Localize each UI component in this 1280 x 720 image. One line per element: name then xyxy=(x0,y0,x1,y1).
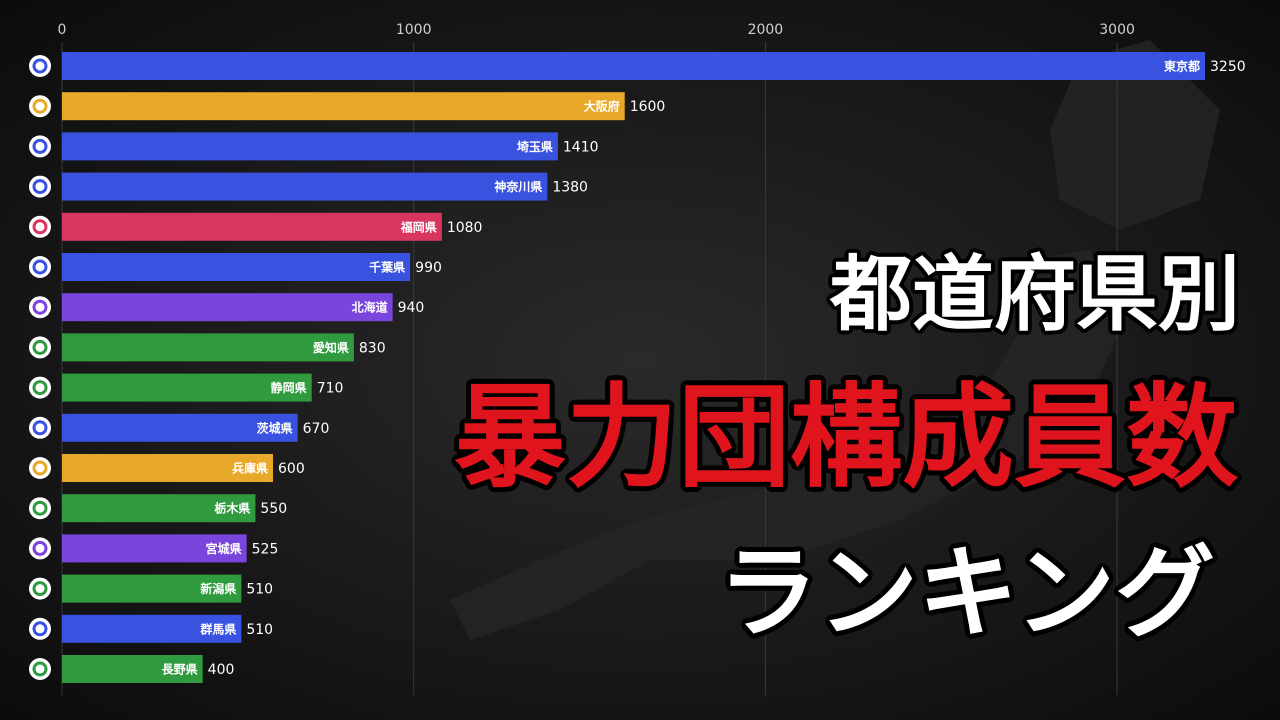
bar-category-label: 新潟県 xyxy=(200,581,236,596)
emblem-mark xyxy=(32,460,48,476)
bar-category-label: 茨城県 xyxy=(257,420,293,435)
bar xyxy=(62,132,558,161)
bar-category-label: 愛知県 xyxy=(313,340,349,355)
emblem-mark xyxy=(32,259,48,275)
emblem xyxy=(29,376,51,399)
bar-category-label: 兵庫県 xyxy=(232,461,268,476)
bar-value-label: 510 xyxy=(246,582,273,598)
bar-value-label: 940 xyxy=(398,300,425,316)
emblem xyxy=(29,215,51,238)
bar-value-label: 1380 xyxy=(552,180,588,196)
bar xyxy=(62,373,312,402)
bar xyxy=(62,655,203,683)
bars: 東京都 3250 大阪府 1600 埼玉県 1410 神奈川県 1380 福岡県 1080 千葉県 9… xyxy=(29,52,1246,683)
bar xyxy=(62,253,411,281)
emblem xyxy=(29,296,51,319)
emblem xyxy=(29,497,51,520)
bar-category-label: 大阪府 xyxy=(584,99,620,114)
bar-category-label: 東京都 xyxy=(1164,59,1200,74)
bar xyxy=(62,293,393,322)
title-line: 暴力団構成員数 xyxy=(454,373,1238,503)
bar-category-label: 千葉県 xyxy=(369,260,405,275)
bar-value-label: 1080 xyxy=(447,220,483,236)
emblem xyxy=(29,175,51,198)
emblem xyxy=(29,256,51,278)
bar-value-label: 670 xyxy=(303,421,330,437)
emblem xyxy=(29,336,51,359)
bar-value-label: 990 xyxy=(415,260,442,276)
emblem-mark xyxy=(32,179,48,195)
x-tick-label: 3000 xyxy=(1099,22,1135,38)
emblem-mark xyxy=(32,661,48,677)
emblem xyxy=(29,537,51,560)
bar-category-label: 埼玉県 xyxy=(517,139,553,154)
bar-value-label: 1600 xyxy=(630,99,666,115)
emblem xyxy=(29,577,51,600)
bar-category-label: 長野県 xyxy=(162,662,198,677)
bar xyxy=(62,172,548,201)
bar-value-label: 710 xyxy=(317,381,344,397)
emblem-mark xyxy=(32,621,48,637)
emblem-mark xyxy=(32,581,48,597)
bar-value-label: 1410 xyxy=(563,139,599,155)
bar-category-label: 群馬県 xyxy=(199,621,236,636)
bar-value-label: 600 xyxy=(278,461,305,477)
bar-category-label: 宮城県 xyxy=(206,541,242,556)
bar xyxy=(62,494,256,523)
bar-category-label: 栃木県 xyxy=(214,501,250,516)
bar xyxy=(62,454,274,482)
emblem xyxy=(29,658,51,680)
emblem xyxy=(29,55,51,77)
emblem xyxy=(29,135,51,158)
bar-value-label: 550 xyxy=(260,501,287,517)
emblem-mark xyxy=(32,339,48,355)
x-tick-label: 2000 xyxy=(748,22,784,38)
title-line: ランキング xyxy=(718,534,1215,651)
emblem-mark xyxy=(32,58,48,74)
emblem-mark xyxy=(32,540,48,556)
emblem-mark xyxy=(32,219,48,235)
bar-category-label: 静岡県 xyxy=(271,380,307,395)
emblem-mark xyxy=(32,299,48,315)
bar-category-label: 神奈川県 xyxy=(494,179,542,194)
bar-category-label: 北海道 xyxy=(352,300,388,315)
emblem xyxy=(29,617,51,640)
bar-value-label: 525 xyxy=(252,541,279,557)
bar-value-label: 830 xyxy=(359,340,386,356)
emblem-mark xyxy=(32,98,48,114)
title-line: 都道府県別 xyxy=(829,247,1240,342)
bar xyxy=(62,413,298,442)
bar-value-label: 510 xyxy=(246,622,273,638)
emblem-mark xyxy=(32,420,48,436)
emblem-mark xyxy=(32,380,48,396)
x-tick-label: 0 xyxy=(58,22,67,38)
bar xyxy=(62,92,625,121)
x-tick-label: 1000 xyxy=(396,22,432,38)
bar xyxy=(62,574,242,603)
bar xyxy=(62,212,442,241)
map-silhouette xyxy=(450,40,1220,640)
bar-value-label: 400 xyxy=(208,662,235,678)
bar xyxy=(62,534,247,563)
bar-value-label: 3250 xyxy=(1210,59,1246,75)
emblem xyxy=(29,416,51,439)
bar xyxy=(62,333,354,362)
bar xyxy=(62,52,1205,80)
bar xyxy=(62,614,242,643)
emblem xyxy=(29,95,51,118)
emblem xyxy=(29,457,51,479)
emblem-mark xyxy=(32,138,48,154)
emblem-mark xyxy=(32,500,48,516)
bar-category-label: 福岡県 xyxy=(400,219,437,234)
